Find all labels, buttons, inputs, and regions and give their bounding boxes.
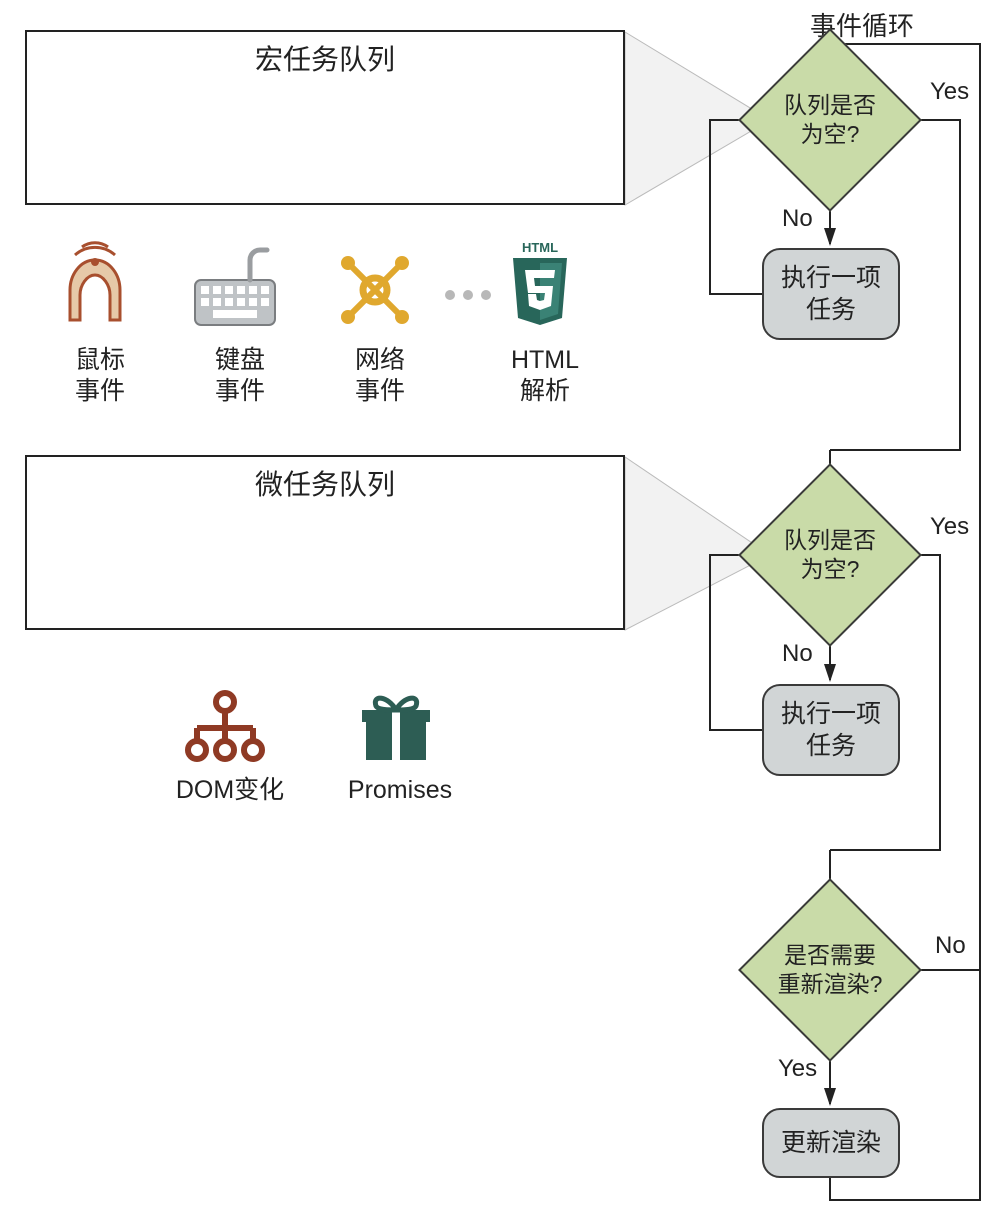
decision-need-render: 是否需要重新渲染? — [765, 905, 895, 1035]
keyboard-icon — [195, 250, 275, 325]
src-label-network: 网络事件 — [345, 345, 415, 408]
edge-label-no-3: No — [935, 932, 966, 960]
micro-task-queue-box: 微任务队列 — [25, 455, 625, 630]
dom-tree-icon — [188, 693, 262, 759]
diagram-canvas: { "type": "flowchart", "title": "事件循环", … — [0, 0, 1000, 1228]
svg-text:HTML: HTML — [522, 240, 558, 255]
macro-queue-title: 宏任务队列 — [27, 38, 623, 78]
decision-macro-empty: 队列是否为空? — [765, 55, 895, 185]
step-run-macro-task: 执行一项任务 — [762, 248, 900, 340]
src-label-keyboard: 键盘事件 — [205, 345, 275, 408]
src-label-dom: DOM变化 — [165, 775, 295, 806]
mouse-icon — [70, 243, 120, 320]
edge-label-yes-2: Yes — [930, 513, 969, 541]
edge-label-yes-1: Yes — [930, 78, 969, 106]
step-run-micro-task: 执行一项任务 — [762, 684, 900, 776]
src-label-mouse: 鼠标事件 — [65, 345, 135, 408]
src-label-promises: Promises — [345, 775, 455, 806]
step-update-render: 更新渲染 — [762, 1108, 900, 1178]
html5-icon: HTML — [513, 240, 567, 325]
edge-label-yes-3: Yes — [778, 1055, 817, 1083]
decision-micro-empty: 队列是否为空? — [765, 490, 895, 620]
gift-icon — [362, 698, 430, 760]
macro-task-queue-box: 宏任务队列 — [25, 30, 625, 205]
edge-label-no-1: No — [782, 205, 813, 233]
micro-queue-title: 微任务队列 — [27, 463, 623, 503]
network-icon — [341, 256, 409, 324]
edge-label-no-2: No — [782, 640, 813, 668]
src-label-html: HTML解析 — [500, 345, 590, 408]
